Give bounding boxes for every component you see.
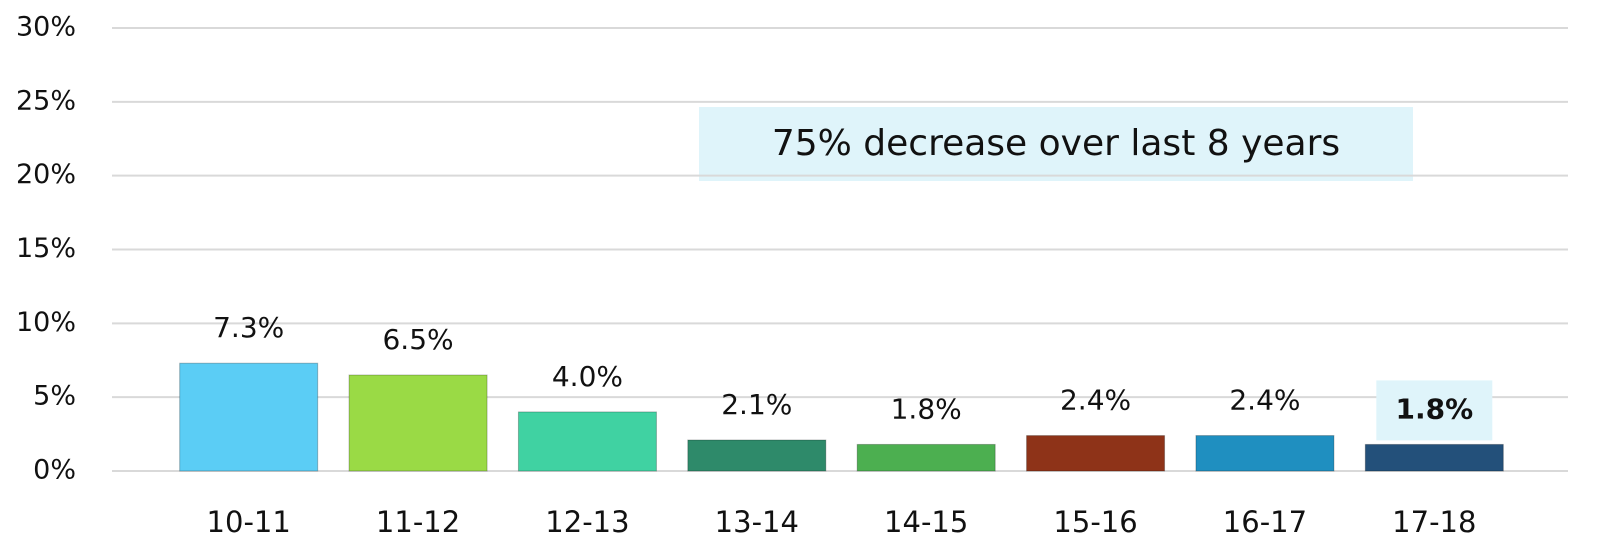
value-label-highlight: [1376, 380, 1493, 441]
annotation-box: [699, 107, 1413, 181]
value-label: 6.5%: [382, 323, 453, 356]
x-tick-label: 16-17: [1223, 505, 1307, 539]
value-label: 2.4%: [1229, 384, 1300, 417]
y-tick-label: 15%: [16, 233, 76, 264]
bar: [1026, 435, 1166, 472]
bar: [856, 443, 996, 472]
bar: [517, 411, 657, 472]
value-label: 2.1%: [721, 388, 792, 421]
bar: [687, 439, 827, 472]
y-tick-label: 30%: [16, 12, 76, 43]
y-tick-label: 0%: [33, 455, 76, 486]
x-tick-label: 10-11: [207, 505, 291, 539]
x-tick-label: 12-13: [545, 505, 629, 539]
x-tick-label: 17-18: [1392, 505, 1476, 539]
x-tick-label: 13-14: [715, 505, 799, 539]
value-label: 7.3%: [213, 311, 284, 344]
y-tick-label: 25%: [16, 85, 76, 116]
value-label: 1.8%: [891, 392, 962, 425]
bar: [348, 374, 488, 472]
value-label: 4.0%: [552, 360, 623, 393]
bar: [179, 362, 319, 472]
x-tick-label: 11-12: [376, 505, 460, 539]
value-label: 2.4%: [1060, 384, 1131, 417]
x-tick-label: 15-16: [1053, 505, 1137, 539]
y-tick-label: 10%: [16, 307, 76, 338]
x-tick-label: 14-15: [884, 505, 968, 539]
annotation: 75% decrease over last 8 years: [772, 123, 1340, 164]
value-label: 1.8%: [1395, 392, 1473, 425]
y-tick-label: 20%: [16, 159, 76, 190]
y-tick-label: 5%: [33, 381, 76, 412]
bar: [1364, 443, 1504, 472]
bar: [1195, 435, 1335, 472]
